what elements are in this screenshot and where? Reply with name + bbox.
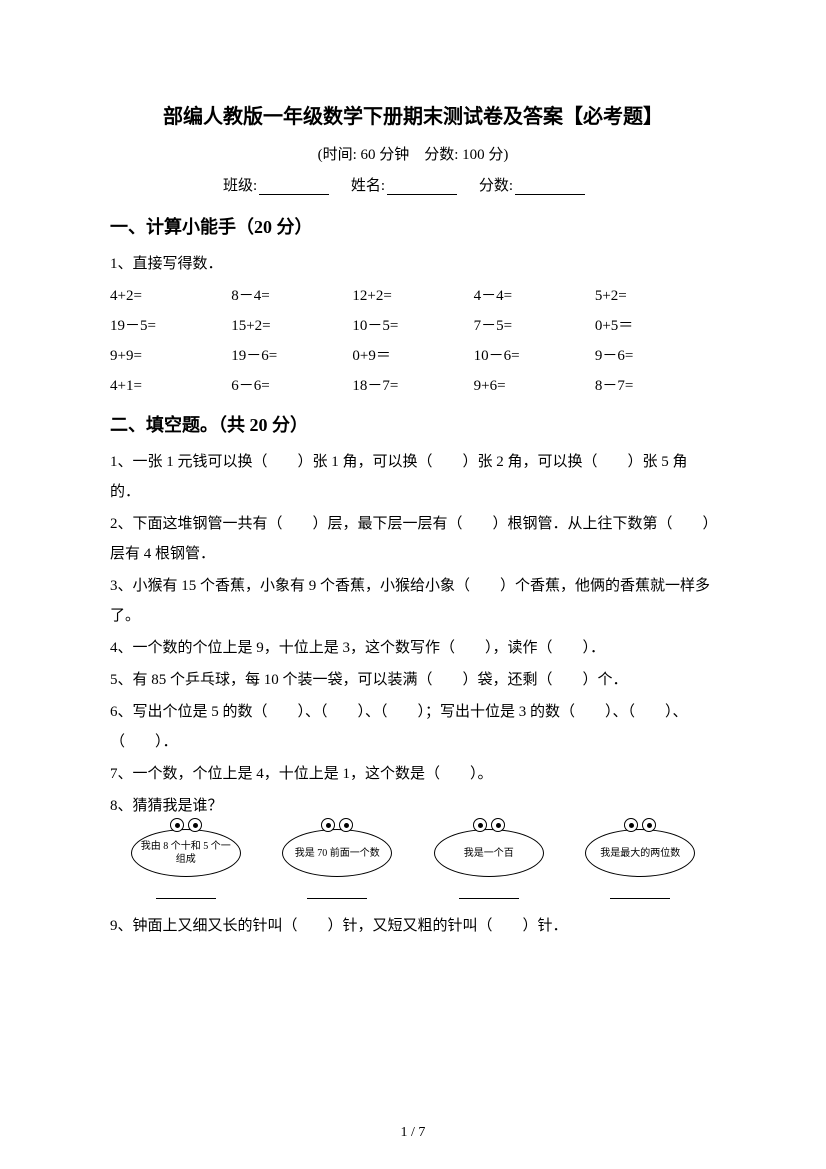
class-blank [259,179,329,195]
s2-q8: 8、猜猜我是谁？ [110,791,716,821]
math-cell: 9－6= [595,341,716,371]
section1-header: 一、计算小能手（20 分） [110,213,716,239]
answer-blank [156,885,216,899]
cloud-3: 我是一个百 [429,829,549,877]
cloud-2: 我是 70 前面一个数 [277,829,397,877]
s2-q1: 1、一张 1 元钱可以换（ ）张 1 角，可以换（ ）张 2 角，可以换（ ）张… [110,447,716,507]
s2-q6: 6、写出个位是 5 的数（ ）、（ ）、（ ）；写出十位是 3 的数（ ）、（ … [110,697,716,757]
math-cell: 10－6= [474,341,595,371]
math-cell: 19－6= [231,341,352,371]
math-cell: 0+9＝ [352,341,473,371]
s2-q9: 9、钟面上又细又长的针叫（ ）针，又短又粗的针叫（ ）针． [110,911,716,941]
math-cell: 4+2= [110,281,231,311]
math-cell: 5+2= [595,281,716,311]
eyes-icon [170,818,202,832]
s2-q4: 4、一个数的个位上是 9，十位上是 3，这个数写作（ ），读作（ ）． [110,633,716,663]
math-row-3: 9+9= 19－6= 0+9＝ 10－6= 9－6= [110,341,716,371]
math-cell: 19－5= [110,311,231,341]
cloud-text: 我是 70 前面一个数 [295,847,380,860]
s2-q5: 5、有 85 个乒乓球，每 10 个装一袋，可以装满（ ）袋，还剩（ ）个． [110,665,716,695]
math-cell: 0+5＝ [595,311,716,341]
s2-q2: 2、下面这堆钢管一共有（ ）层，最下层一层有（ ）根钢管．从上往下数第（ ）层有… [110,509,716,569]
cloud-text: 我是一个百 [464,847,514,860]
answer-blank [610,885,670,899]
section2-header: 二、填空题。（共 20 分） [110,411,716,437]
blank-row [110,885,716,899]
math-cell: 4+1= [110,371,231,401]
page-number: 1 / 7 [0,1125,826,1141]
eyes-icon [321,818,353,832]
cloud-4: 我是最大的两位数 [580,829,700,877]
answer-blank [307,885,367,899]
cloud-text: 我是最大的两位数 [600,847,680,860]
name-blank [387,179,457,195]
cloud-bubble: 我由 8 个十和 5 个一组成 [131,829,241,877]
math-row-4: 4+1= 6－6= 18－7= 9+6= 8－7= [110,371,716,401]
math-cell: 8－7= [595,371,716,401]
cloud-text: 我由 8 个十和 5 个一组成 [140,840,232,866]
s2-q7: 7、一个数，个位上是 4，十位上是 1，这个数是（ ）。 [110,759,716,789]
math-row-1: 4+2= 8－4= 12+2= 4－4= 5+2= [110,281,716,311]
math-cell: 15+2= [231,311,352,341]
cloud-row: 我由 8 个十和 5 个一组成 我是 70 前面一个数 我是一个百 我是最大的两… [110,829,716,877]
cloud-1: 我由 8 个十和 5 个一组成 [126,829,246,877]
score-blank [515,179,585,195]
cloud-bubble: 我是 70 前面一个数 [282,829,392,877]
math-cell: 4－4= [474,281,595,311]
math-cell: 12+2= [352,281,473,311]
math-cell: 18－7= [352,371,473,401]
score-label: 分数: [479,178,513,194]
eyes-icon [473,818,505,832]
s1-q1-label: 1、直接写得数． [110,249,716,279]
doc-title: 部编人教版一年级数学下册期末测试卷及答案【必考题】 [110,100,716,129]
math-cell: 10－5= [352,311,473,341]
name-label: 姓名: [351,178,385,194]
math-cell: 8－4= [231,281,352,311]
s2-q3: 3、小猴有 15 个香蕉，小象有 9 个香蕉，小猴给小象（ ）个香蕉，他俩的香蕉… [110,571,716,631]
cloud-bubble: 我是最大的两位数 [585,829,695,877]
class-label: 班级: [223,178,257,194]
answer-blank [459,885,519,899]
cloud-bubble: 我是一个百 [434,829,544,877]
math-cell: 9+6= [474,371,595,401]
doc-subtitle: (时间: 60 分钟 分数: 100 分) [110,143,716,164]
eyes-icon [624,818,656,832]
math-cell: 6－6= [231,371,352,401]
math-row-2: 19－5= 15+2= 10－5= 7－5= 0+5＝ [110,311,716,341]
math-cell: 7－5= [474,311,595,341]
math-cell: 9+9= [110,341,231,371]
info-line: 班级: 姓名: 分数: [110,174,716,195]
